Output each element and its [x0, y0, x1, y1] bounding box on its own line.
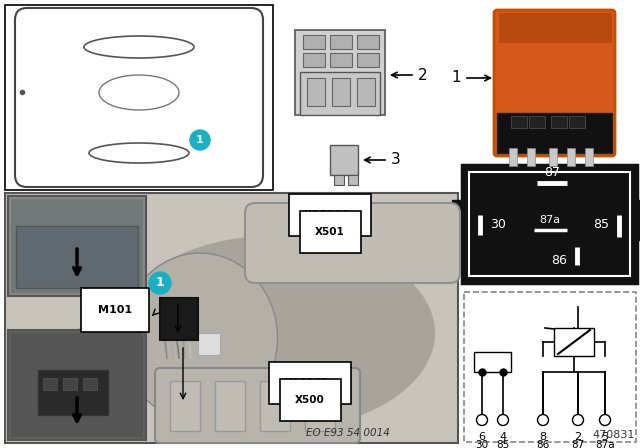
Text: 85: 85: [593, 219, 609, 232]
Bar: [569, 116, 585, 128]
Text: X500: X500: [295, 395, 325, 405]
Circle shape: [600, 414, 611, 426]
Bar: [303, 35, 325, 49]
Bar: [551, 116, 567, 128]
Text: 87: 87: [572, 440, 584, 448]
Bar: [330, 53, 352, 67]
Bar: [357, 53, 379, 67]
Text: 86: 86: [551, 254, 567, 267]
Bar: [198, 333, 220, 355]
Bar: [160, 298, 198, 340]
Bar: [170, 381, 200, 431]
Text: 86: 86: [536, 440, 550, 448]
Ellipse shape: [99, 75, 179, 110]
Text: 30: 30: [476, 440, 488, 448]
Bar: [63, 378, 77, 390]
Text: 6: 6: [479, 432, 486, 442]
Circle shape: [538, 414, 548, 426]
FancyBboxPatch shape: [494, 10, 615, 156]
Bar: [549, 148, 557, 166]
Bar: [452, 200, 464, 240]
Text: 87a: 87a: [540, 215, 561, 225]
Bar: [8, 196, 146, 296]
Bar: [16, 226, 138, 288]
Bar: [499, 13, 612, 43]
Bar: [11, 199, 143, 293]
Bar: [334, 175, 344, 185]
Text: 30: 30: [490, 219, 506, 232]
Bar: [38, 370, 108, 415]
Ellipse shape: [89, 143, 189, 163]
FancyBboxPatch shape: [155, 368, 360, 443]
Bar: [300, 72, 380, 115]
Bar: [330, 145, 358, 175]
Bar: [585, 148, 593, 166]
Bar: [462, 165, 637, 283]
Text: 1: 1: [156, 276, 164, 289]
Bar: [464, 292, 636, 442]
Text: 3: 3: [391, 152, 401, 168]
Circle shape: [497, 414, 509, 426]
Bar: [5, 5, 273, 190]
Circle shape: [149, 272, 171, 294]
Bar: [474, 352, 511, 372]
Ellipse shape: [122, 253, 278, 423]
Bar: [635, 200, 640, 240]
Text: X501: X501: [315, 227, 345, 237]
Bar: [295, 30, 385, 115]
Bar: [348, 175, 358, 185]
Bar: [509, 148, 517, 166]
Bar: [43, 378, 57, 390]
Bar: [8, 330, 146, 440]
Circle shape: [573, 414, 584, 426]
Bar: [357, 35, 379, 49]
Circle shape: [190, 130, 210, 150]
Bar: [307, 78, 325, 106]
Text: M101: M101: [98, 305, 132, 315]
Bar: [5, 193, 458, 443]
Bar: [554, 328, 594, 356]
Bar: [330, 35, 352, 49]
Ellipse shape: [84, 36, 194, 58]
Text: 8: 8: [540, 432, 547, 442]
Text: 470831: 470831: [593, 430, 635, 440]
FancyBboxPatch shape: [245, 203, 460, 283]
Ellipse shape: [115, 236, 435, 431]
Text: K18363a: K18363a: [284, 378, 336, 388]
Text: 85: 85: [497, 440, 509, 448]
Text: 2: 2: [575, 432, 582, 442]
Bar: [497, 113, 612, 153]
Bar: [11, 333, 143, 437]
Bar: [527, 148, 535, 166]
Circle shape: [477, 414, 488, 426]
Bar: [215, 381, 245, 431]
Text: EO E93 54 0014: EO E93 54 0014: [306, 428, 390, 438]
FancyBboxPatch shape: [15, 8, 263, 187]
Text: 2: 2: [418, 68, 428, 82]
Text: 5: 5: [602, 432, 609, 442]
Bar: [260, 381, 290, 431]
Bar: [357, 78, 375, 106]
Bar: [83, 378, 97, 390]
Bar: [305, 381, 335, 431]
Text: 1: 1: [451, 70, 461, 86]
Bar: [303, 53, 325, 67]
Text: K18364a: K18364a: [304, 210, 356, 220]
Bar: [529, 116, 545, 128]
Text: 87: 87: [544, 166, 560, 179]
Bar: [469, 172, 630, 276]
Text: 1: 1: [196, 135, 204, 145]
Bar: [567, 148, 575, 166]
Text: 4: 4: [499, 432, 507, 442]
Text: 87a: 87a: [595, 440, 615, 448]
Bar: [511, 116, 527, 128]
Bar: [332, 78, 350, 106]
